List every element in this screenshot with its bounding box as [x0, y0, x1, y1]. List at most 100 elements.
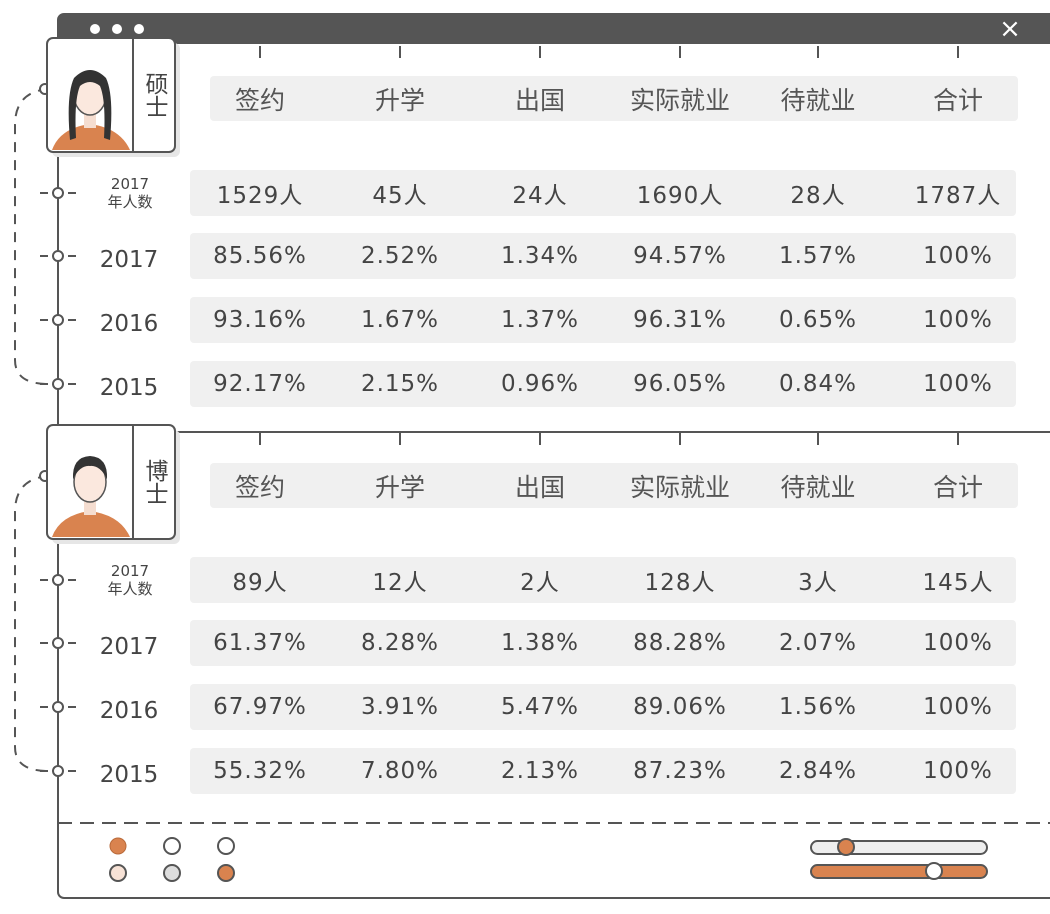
- cell: 67.97%: [213, 694, 307, 720]
- column-header: 签约: [234, 472, 285, 502]
- row-label: 2015: [99, 375, 159, 401]
- row-label: 2017: [99, 247, 159, 273]
- column-header: 升学: [374, 85, 425, 115]
- footer-dot[interactable]: [109, 864, 127, 882]
- node: [52, 314, 64, 326]
- node: [52, 765, 64, 777]
- cell: 96.31%: [633, 307, 727, 333]
- cell: 0.65%: [778, 307, 858, 333]
- slider-knob[interactable]: [925, 862, 943, 880]
- node: [52, 637, 64, 649]
- footer-dot[interactable]: [217, 864, 235, 882]
- column-header: 出国: [514, 472, 565, 502]
- row-bg: [190, 557, 1016, 603]
- cell: 87.23%: [633, 758, 727, 784]
- column-header: 待就业: [780, 85, 856, 115]
- window-dot: [134, 24, 144, 34]
- cell: 88.28%: [633, 630, 727, 656]
- footer-dot[interactable]: [163, 864, 181, 882]
- avatar-label: 博士: [141, 459, 167, 505]
- cell: 8.28%: [360, 630, 440, 656]
- cell: 2人: [520, 570, 560, 596]
- column-header: 实际就业: [629, 472, 730, 502]
- node: [52, 378, 64, 390]
- cell: 128人: [644, 570, 716, 596]
- column-header: 待就业: [780, 472, 856, 502]
- cell: 2.13%: [500, 758, 580, 784]
- cell: 3人: [798, 570, 838, 596]
- column-header: 实际就业: [629, 85, 730, 115]
- column-header: 签约: [234, 85, 285, 115]
- header-bg: [210, 463, 1018, 508]
- cell: 1787人: [914, 183, 1002, 209]
- cell: 100%: [923, 694, 993, 720]
- row-label-line: 年人数: [107, 580, 153, 598]
- node: [52, 187, 64, 199]
- cell: 94.57%: [633, 243, 727, 269]
- row-bg: [190, 297, 1016, 343]
- cell: 7.80%: [360, 758, 440, 784]
- bracket: [14, 88, 49, 385]
- cell: 5.47%: [500, 694, 580, 720]
- cell: 100%: [923, 758, 993, 784]
- cell: 145人: [922, 570, 994, 596]
- cell: 55.32%: [213, 758, 307, 784]
- close-button[interactable]: ×: [999, 14, 1021, 44]
- cell: 1.67%: [360, 307, 440, 333]
- cell: 85.56%: [213, 243, 307, 269]
- title-bar: [58, 14, 1050, 44]
- row-label-line: 年人数: [107, 193, 153, 211]
- row-label: 2016: [99, 698, 159, 724]
- slider-track[interactable]: [810, 840, 988, 855]
- cell: 1.37%: [500, 307, 580, 333]
- cell: 1.57%: [778, 243, 858, 269]
- cell: 93.16%: [213, 307, 307, 333]
- cell: 100%: [923, 371, 993, 397]
- cell: 100%: [923, 243, 993, 269]
- column-header: 合计: [932, 472, 983, 502]
- avatar-body: [52, 511, 130, 537]
- node: [52, 701, 64, 713]
- row-bg: [190, 233, 1016, 279]
- row-label: 2016: [99, 311, 159, 337]
- footer-dot[interactable]: [163, 837, 181, 855]
- cell: 61.37%: [213, 630, 307, 656]
- window-dot: [112, 24, 122, 34]
- avatar-hair: [72, 456, 108, 479]
- slider-knob[interactable]: [837, 838, 855, 856]
- footer-dot[interactable]: [217, 837, 235, 855]
- row-label: 2017 年人数: [90, 170, 170, 216]
- cell: 96.05%: [633, 371, 727, 397]
- cell: 92.17%: [213, 371, 307, 397]
- avatar-box: [46, 424, 176, 540]
- node: [52, 250, 64, 262]
- footer-dot[interactable]: [109, 837, 127, 855]
- row-bg: [190, 748, 1016, 794]
- slider-track[interactable]: [810, 864, 988, 879]
- column-header: 升学: [374, 472, 425, 502]
- cell: 0.84%: [778, 371, 858, 397]
- cell: 100%: [923, 307, 993, 333]
- row-label: 2017 年人数: [90, 557, 170, 603]
- cell: 2.15%: [360, 371, 440, 397]
- avatar-box: [46, 37, 176, 153]
- cell: 1.56%: [778, 694, 858, 720]
- cell: 1529人: [216, 183, 304, 209]
- row-label: 2017: [99, 634, 159, 660]
- cell: 45人: [372, 183, 428, 209]
- row-bg: [190, 684, 1016, 730]
- cell: 0.96%: [500, 371, 580, 397]
- row-label-line: 2017: [110, 562, 150, 580]
- bracket: [14, 475, 49, 772]
- column-header: 合计: [932, 85, 983, 115]
- row-bg: [190, 170, 1016, 216]
- cell: 1690人: [636, 183, 724, 209]
- cell: 2.07%: [778, 630, 858, 656]
- cell: 100%: [923, 630, 993, 656]
- cell: 2.52%: [360, 243, 440, 269]
- avatar-label: 硕士: [141, 72, 167, 118]
- row-bg: [190, 361, 1016, 407]
- header-bg: [210, 76, 1018, 121]
- cell: 28人: [790, 183, 846, 209]
